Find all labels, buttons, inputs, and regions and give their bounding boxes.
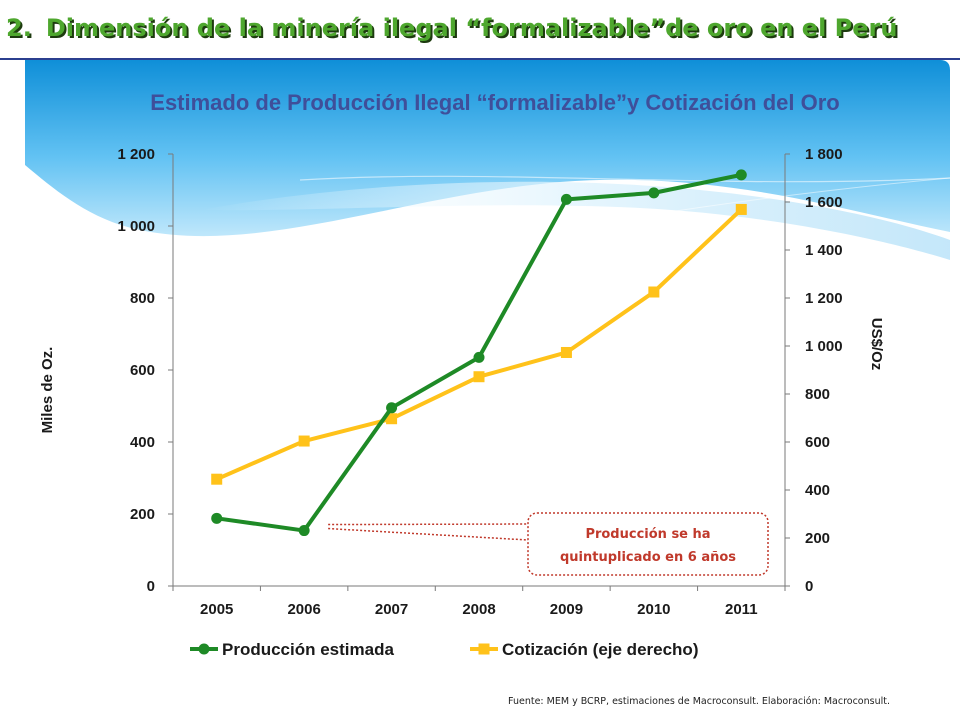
callout-line-2: quintuplicado en 6 años: [560, 550, 736, 565]
chart-title: Estimado de Producción Ilegal “formaliza…: [150, 90, 840, 115]
left-tick-label: 600: [130, 362, 155, 379]
right-tick-label: 200: [805, 530, 830, 547]
production-point: [386, 402, 398, 414]
slide-title: 2. Dimensión de la minería ilegal “formal…: [6, 14, 897, 42]
right-tick-label: 800: [805, 386, 830, 403]
callout-connector: [328, 523, 529, 541]
left-tick-label: 0: [147, 578, 155, 595]
production-point: [473, 351, 485, 363]
x-tick-label: 2005: [200, 601, 233, 618]
right-tick-label: 1 400: [805, 242, 843, 259]
price-point: [211, 473, 223, 485]
left-axis-title: Miles de Oz.: [39, 347, 56, 434]
production-point: [735, 169, 747, 181]
left-tick-label: 200: [130, 506, 155, 523]
callout-line-1: Producción se ha: [585, 527, 710, 542]
slide-number: 2.: [6, 14, 32, 42]
x-tick-label: 2007: [375, 601, 408, 618]
production-point: [298, 525, 310, 537]
right-tick-label: 1 200: [805, 290, 843, 307]
callout-box: [527, 512, 769, 576]
right-axis-title: US$/Oz: [868, 318, 885, 371]
title-divider: [0, 58, 960, 60]
right-tick-label: 1 000: [805, 338, 843, 355]
x-tick-label: 2011: [725, 601, 758, 618]
left-tick-label: 400: [130, 434, 155, 451]
x-tick-label: 2008: [462, 601, 495, 618]
right-tick-label: 1 800: [805, 146, 843, 163]
price-point: [648, 286, 660, 298]
left-tick-label: 1 200: [117, 146, 155, 163]
series-line-price: [215, 207, 743, 482]
right-tick-label: 600: [805, 434, 830, 451]
price-point: [473, 371, 485, 383]
price-point: [560, 346, 572, 358]
production-point: [211, 512, 223, 524]
legend-marker: [478, 643, 490, 655]
legend-label: Cotización (eje derecho): [502, 640, 698, 659]
legend-marker: [198, 643, 210, 655]
production-point: [648, 187, 660, 199]
left-tick-label: 800: [130, 290, 155, 307]
right-tick-label: 0: [805, 578, 813, 595]
production-point: [560, 193, 572, 205]
right-tick-label: 400: [805, 482, 830, 499]
price-point: [386, 413, 398, 425]
legend-label: Producción estimada: [222, 640, 394, 659]
slide-title-text: Dimensión de la minería ilegal “formaliz…: [45, 14, 898, 42]
price-point: [298, 435, 310, 447]
x-tick-label: 2006: [287, 601, 320, 618]
source-note: Fuente: MEM y BCRP, estimaciones de Macr…: [508, 696, 890, 707]
x-tick-label: 2010: [637, 601, 670, 618]
price-point: [735, 203, 747, 215]
x-tick-label: 2009: [550, 601, 583, 618]
right-tick-label: 1 600: [805, 194, 843, 211]
left-tick-label: 1 000: [117, 218, 155, 235]
